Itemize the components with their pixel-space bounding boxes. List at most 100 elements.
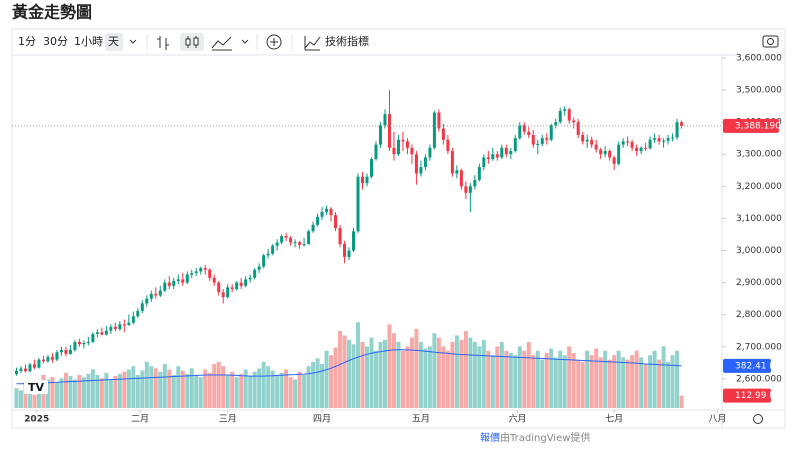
volume-bar: [589, 355, 594, 408]
candle-body: [32, 364, 36, 368]
candle-body: [369, 159, 373, 177]
volume-bar: [409, 337, 414, 408]
candle-body: [509, 151, 513, 155]
interval-button[interactable]: 1分: [18, 35, 36, 48]
candle-body: [244, 279, 248, 286]
toolbar: [11, 28, 786, 56]
candle-body: [118, 324, 122, 330]
area-icon[interactable]: [211, 36, 232, 51]
compare-icon[interactable]: [270, 38, 278, 46]
y-tick-label: 3,600.000: [736, 53, 782, 63]
footer-link[interactable]: 報價: [480, 431, 500, 444]
volume-bar: [342, 335, 347, 408]
indicators-button[interactable]: 技術指標: [325, 34, 369, 48]
candle-body: [423, 157, 427, 168]
volume-bar: [427, 346, 432, 408]
volume-bar: [302, 375, 307, 408]
y-tick-label: 2,700.000: [736, 342, 782, 352]
snapshot-icon[interactable]: [762, 35, 779, 48]
candle-body: [95, 332, 99, 334]
candle-body: [500, 147, 504, 158]
candle-body: [653, 138, 657, 140]
volume-bar: [643, 364, 648, 408]
volume-bar: [522, 350, 527, 408]
volume-bar: [266, 366, 271, 408]
volume-bar: [567, 346, 572, 408]
y-tick-label: 3,100.000: [736, 214, 782, 224]
candle-body: [572, 120, 576, 123]
indicators-icon[interactable]: [304, 36, 321, 51]
candle-body: [491, 154, 495, 160]
volume-bar: [594, 348, 599, 408]
volume-bar: [396, 342, 401, 408]
volume-bar: [306, 366, 311, 408]
volume-bar: [261, 361, 266, 408]
tv-logo: TV: [28, 381, 45, 394]
candle-body: [91, 333, 95, 342]
volume-bar: [36, 380, 41, 408]
volume-bar: [526, 342, 531, 408]
candle-icon[interactable]: [193, 37, 199, 46]
volume-bar: [580, 361, 585, 408]
candle-icon[interactable]: [185, 38, 191, 46]
y-tick-label: 2,900.000: [736, 278, 782, 288]
volume-bar: [603, 350, 608, 408]
selected-interval-bg: [105, 33, 123, 51]
candle-body: [248, 277, 252, 280]
volume-bar: [279, 372, 284, 408]
candle-body: [621, 141, 625, 145]
candle-body: [361, 176, 365, 184]
candle-body: [127, 322, 131, 325]
interval-dropdown[interactable]: [129, 39, 137, 44]
candle-body: [271, 245, 275, 254]
candle-body: [581, 134, 585, 142]
candle-body: [104, 330, 108, 335]
candle-body: [617, 144, 621, 164]
interval-button[interactable]: 天: [108, 35, 119, 48]
volume-bar: [612, 355, 617, 408]
volume-bar: [639, 357, 644, 408]
volume-bar: [275, 375, 280, 408]
candle-body: [419, 167, 423, 174]
settings-icon[interactable]: [753, 414, 763, 424]
candle-body: [671, 137, 675, 139]
volume-bar: [27, 386, 32, 408]
x-tick-label: 三月: [219, 414, 237, 425]
candle-body: [145, 298, 149, 304]
volume-bar: [230, 371, 235, 408]
volume-bar: [675, 350, 680, 408]
chart-frame: [11, 54, 786, 429]
volume-bar: [257, 368, 262, 408]
compare-icon[interactable]: [266, 34, 282, 50]
volume-bar: [113, 376, 118, 408]
snapshot-icon[interactable]: [767, 38, 774, 45]
candle-body: [657, 138, 661, 142]
candle-body: [464, 186, 468, 193]
candle-body: [185, 274, 189, 283]
volume-bar: [405, 346, 410, 408]
candle-body: [68, 349, 72, 354]
candle-body: [154, 293, 158, 296]
candle-body: [432, 112, 436, 148]
candle-body: [518, 125, 522, 139]
style-dropdown[interactable]: [241, 39, 249, 44]
interval-button[interactable]: 1小時: [74, 35, 103, 48]
candle-body: [172, 280, 176, 286]
candle-body: [378, 125, 382, 145]
candle-body: [113, 326, 117, 330]
candle-body: [599, 149, 603, 155]
interval-button[interactable]: 30分: [43, 35, 68, 48]
candle-body: [482, 157, 486, 168]
volume-bar: [418, 342, 423, 408]
bars-icon[interactable]: [157, 36, 169, 50]
candle-body: [450, 151, 454, 174]
volume-bar: [666, 361, 671, 408]
candle-body: [41, 359, 45, 362]
candle-body: [59, 349, 63, 353]
volume-bar: [463, 331, 468, 408]
volume-bar: [670, 355, 675, 408]
candle-body: [441, 128, 445, 140]
volume-bar: [158, 371, 163, 408]
volume-bar: [648, 355, 653, 408]
volume-bar: [225, 375, 230, 408]
